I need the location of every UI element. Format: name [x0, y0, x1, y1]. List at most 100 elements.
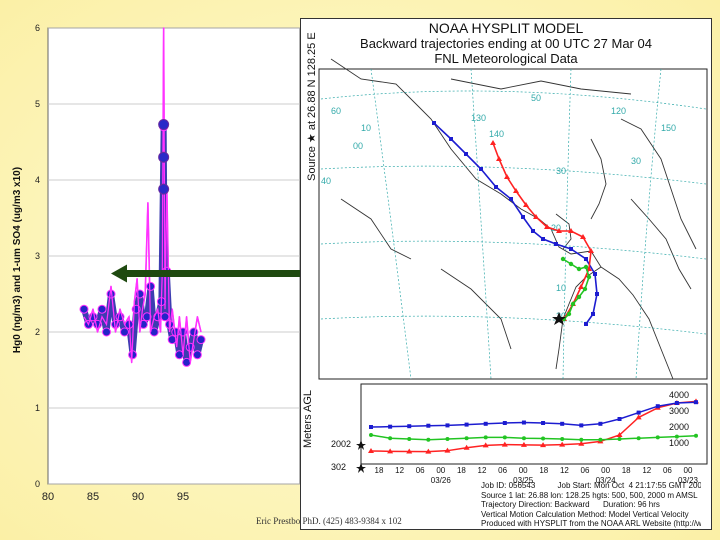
height-line-1 [370, 401, 697, 428]
so4-point [196, 335, 206, 345]
map-grid-label: 60 [331, 106, 341, 116]
height-marker [463, 444, 470, 450]
traj-marker [586, 274, 592, 280]
height-marker [616, 432, 623, 437]
traj-marker [566, 311, 572, 317]
map-grid-label: 40 [321, 176, 331, 186]
y-tick-label: 5 [35, 99, 40, 109]
grid-lines [47, 27, 301, 485]
height-marker [445, 423, 450, 428]
traj-marker [554, 242, 558, 246]
height-x-tick: 12 [478, 466, 487, 475]
map-trajectory-0 [433, 122, 598, 325]
height-ylabel: Meters AGL [302, 390, 314, 448]
x-tick-label: 90 [132, 491, 144, 503]
height-marker [445, 437, 450, 441]
height-date-label: 03/26 [431, 476, 452, 485]
map-grid-label: 30 [556, 166, 566, 176]
start-height-labels: 2002 302 [331, 439, 366, 473]
height-marker [598, 421, 603, 426]
y-axis-label: Hg0 (ng/m3) and 1-um SO4 (ug/m3 x10) [12, 167, 23, 353]
height-y-ticks: 1000 2000 3000 4000 [669, 390, 689, 448]
credit-text: Eric Prestbo PhD. (425) 483-9384 x 102 [256, 516, 402, 526]
height-x-tick: 06 [581, 466, 590, 475]
map-frame [318, 68, 708, 380]
map-grid-label: 00 [353, 141, 363, 151]
lat-lon-grid [320, 68, 707, 380]
height-y-tick: 3000 [669, 406, 689, 416]
height-marker [521, 436, 526, 441]
start-height-label: 2002 [331, 439, 351, 449]
peak-marker [158, 183, 170, 195]
height-marker [635, 414, 642, 420]
traj-marker [578, 284, 584, 289]
height-marker [406, 448, 413, 454]
height-x-tick: 06 [498, 466, 507, 475]
traj-marker [569, 247, 573, 251]
height-marker [464, 422, 469, 427]
height-marker [655, 435, 660, 440]
height-marker [502, 435, 507, 440]
map-grid-label: 10 [361, 123, 371, 133]
height-marker [502, 421, 507, 425]
x-axis-ticks: 80 85 90 95 [42, 491, 189, 503]
traj-marker [490, 140, 496, 145]
so4-point [142, 312, 152, 322]
height-marker [388, 436, 393, 441]
traj-marker [568, 228, 574, 233]
so4-point [160, 312, 170, 322]
height-marker [559, 441, 566, 447]
traj-marker [513, 188, 519, 193]
height-marker [369, 425, 373, 429]
height-marker [598, 437, 603, 442]
height-x-tick: 00 [684, 466, 693, 475]
height-marker [674, 401, 679, 405]
peak-marker [158, 119, 170, 131]
height-date-label: 03/25 [513, 476, 534, 485]
traj-marker [449, 137, 453, 141]
height-marker [655, 404, 660, 409]
traj-marker [591, 312, 595, 316]
footnote-line: Job ID: 056543 Job Start: Mon Oct 4 21:1… [481, 481, 701, 490]
footnote-line: Trajectory Direction: Backward Duration:… [481, 500, 660, 510]
height-marker [579, 437, 584, 442]
height-marker [617, 417, 622, 421]
height-line-2 [370, 434, 697, 441]
y-tick-label: 1 [35, 403, 40, 413]
peak-markers [158, 119, 170, 195]
traj-marker [595, 292, 599, 296]
height-marker [617, 437, 622, 441]
height-x-tick: 06 [416, 466, 425, 475]
model-title: NOAA HYSPLIT MODEL [428, 20, 584, 36]
map-trajectories [432, 121, 599, 326]
height-marker [425, 448, 432, 454]
traj-marker [593, 272, 597, 276]
map-grid-label: 30 [631, 156, 641, 166]
height-marker [483, 421, 488, 426]
source-label: Source ★ at 26.88 N 128.25 E [306, 32, 318, 181]
hysplit-panel: NOAA HYSPLIT MODEL Backward trajectories… [300, 18, 712, 530]
so4-point [192, 350, 202, 360]
map-trajectory-2 [562, 258, 590, 320]
height-marker [674, 434, 679, 439]
data-series [79, 27, 206, 367]
height-marker [560, 437, 565, 441]
traj-marker [560, 256, 566, 262]
traj-marker [544, 224, 550, 229]
traj-marker [588, 248, 594, 253]
y-tick-label: 2 [35, 327, 40, 337]
traj-marker [582, 286, 588, 292]
traj-marker [521, 215, 525, 219]
traj-marker [556, 228, 562, 233]
height-x-tick: 12 [395, 466, 404, 475]
panel-title: NOAA HYSPLIT MODEL Backward trajectories… [301, 20, 711, 67]
height-x-tick: 18 [539, 466, 548, 475]
map-grid-label: 20 [551, 223, 561, 233]
height-y-tick: 2000 [669, 422, 689, 432]
footnote-line: Source 1 lat: 26.88 lon: 128.25 hgts: 50… [481, 490, 698, 500]
met-data-subtitle: FNL Meteorological Data [434, 51, 578, 66]
so4-point [120, 327, 129, 337]
